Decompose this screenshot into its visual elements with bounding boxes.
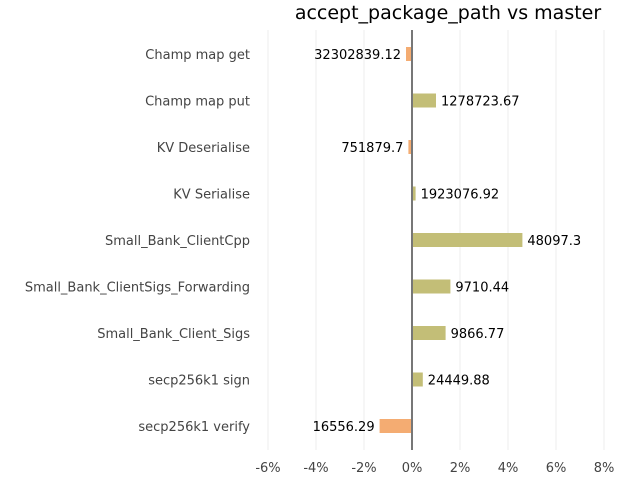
category-label: Champ map put	[145, 95, 250, 110]
bar	[408, 140, 412, 154]
x-tick-label: 0%	[402, 461, 423, 476]
data-label: 1278723.67	[441, 95, 520, 110]
bar	[412, 326, 446, 340]
category-label: Small_Bank_ClientSigs_Forwarding	[25, 281, 250, 296]
bar-layer	[379, 47, 523, 433]
x-tick-label: 4%	[498, 461, 519, 476]
bar	[412, 93, 436, 108]
bar	[406, 47, 412, 61]
data-label: 16556.29	[313, 420, 375, 435]
category-label: Small_Bank_ClientCpp	[105, 234, 250, 249]
category-label: Small_Bank_Client_Sigs	[97, 327, 250, 342]
data-label: 48097.3	[527, 234, 581, 249]
category-label: KV Serialise	[173, 188, 250, 203]
data-label: 9710.44	[455, 281, 509, 296]
bar	[379, 419, 412, 433]
category-label: secp256k1 verify	[138, 420, 250, 435]
x-tick-label: 8%	[594, 461, 615, 476]
bar	[412, 372, 423, 387]
x-tick-label: -6%	[255, 461, 280, 476]
category-label: Champ map get	[145, 48, 250, 63]
data-label: 24449.88	[428, 374, 490, 389]
category-labels: Champ map get Champ map put KV Deserialise…	[25, 48, 250, 435]
data-label: 32302839.12	[314, 48, 401, 63]
bar	[412, 233, 523, 247]
data-label: 751879.7	[341, 141, 403, 156]
category-label: secp256k1 sign	[148, 374, 250, 389]
bar	[412, 186, 416, 201]
data-label: 9866.77	[451, 327, 505, 342]
chart-title: accept_package_path vs master	[295, 2, 602, 24]
x-tick-labels: -6% -4% -2% 0% 2% 4% 6% 8%	[255, 461, 614, 476]
x-tick-label: 2%	[450, 461, 471, 476]
x-tick-label: -4%	[303, 461, 328, 476]
category-label: KV Deserialise	[157, 141, 250, 156]
data-labels: 32302839.12 1278723.67 751879.7 1923076.92 4…	[313, 48, 582, 435]
bar	[412, 279, 451, 294]
x-tick-label: 6%	[546, 461, 567, 476]
data-label: 1923076.92	[421, 188, 500, 203]
x-tick-label: -2%	[351, 461, 376, 476]
